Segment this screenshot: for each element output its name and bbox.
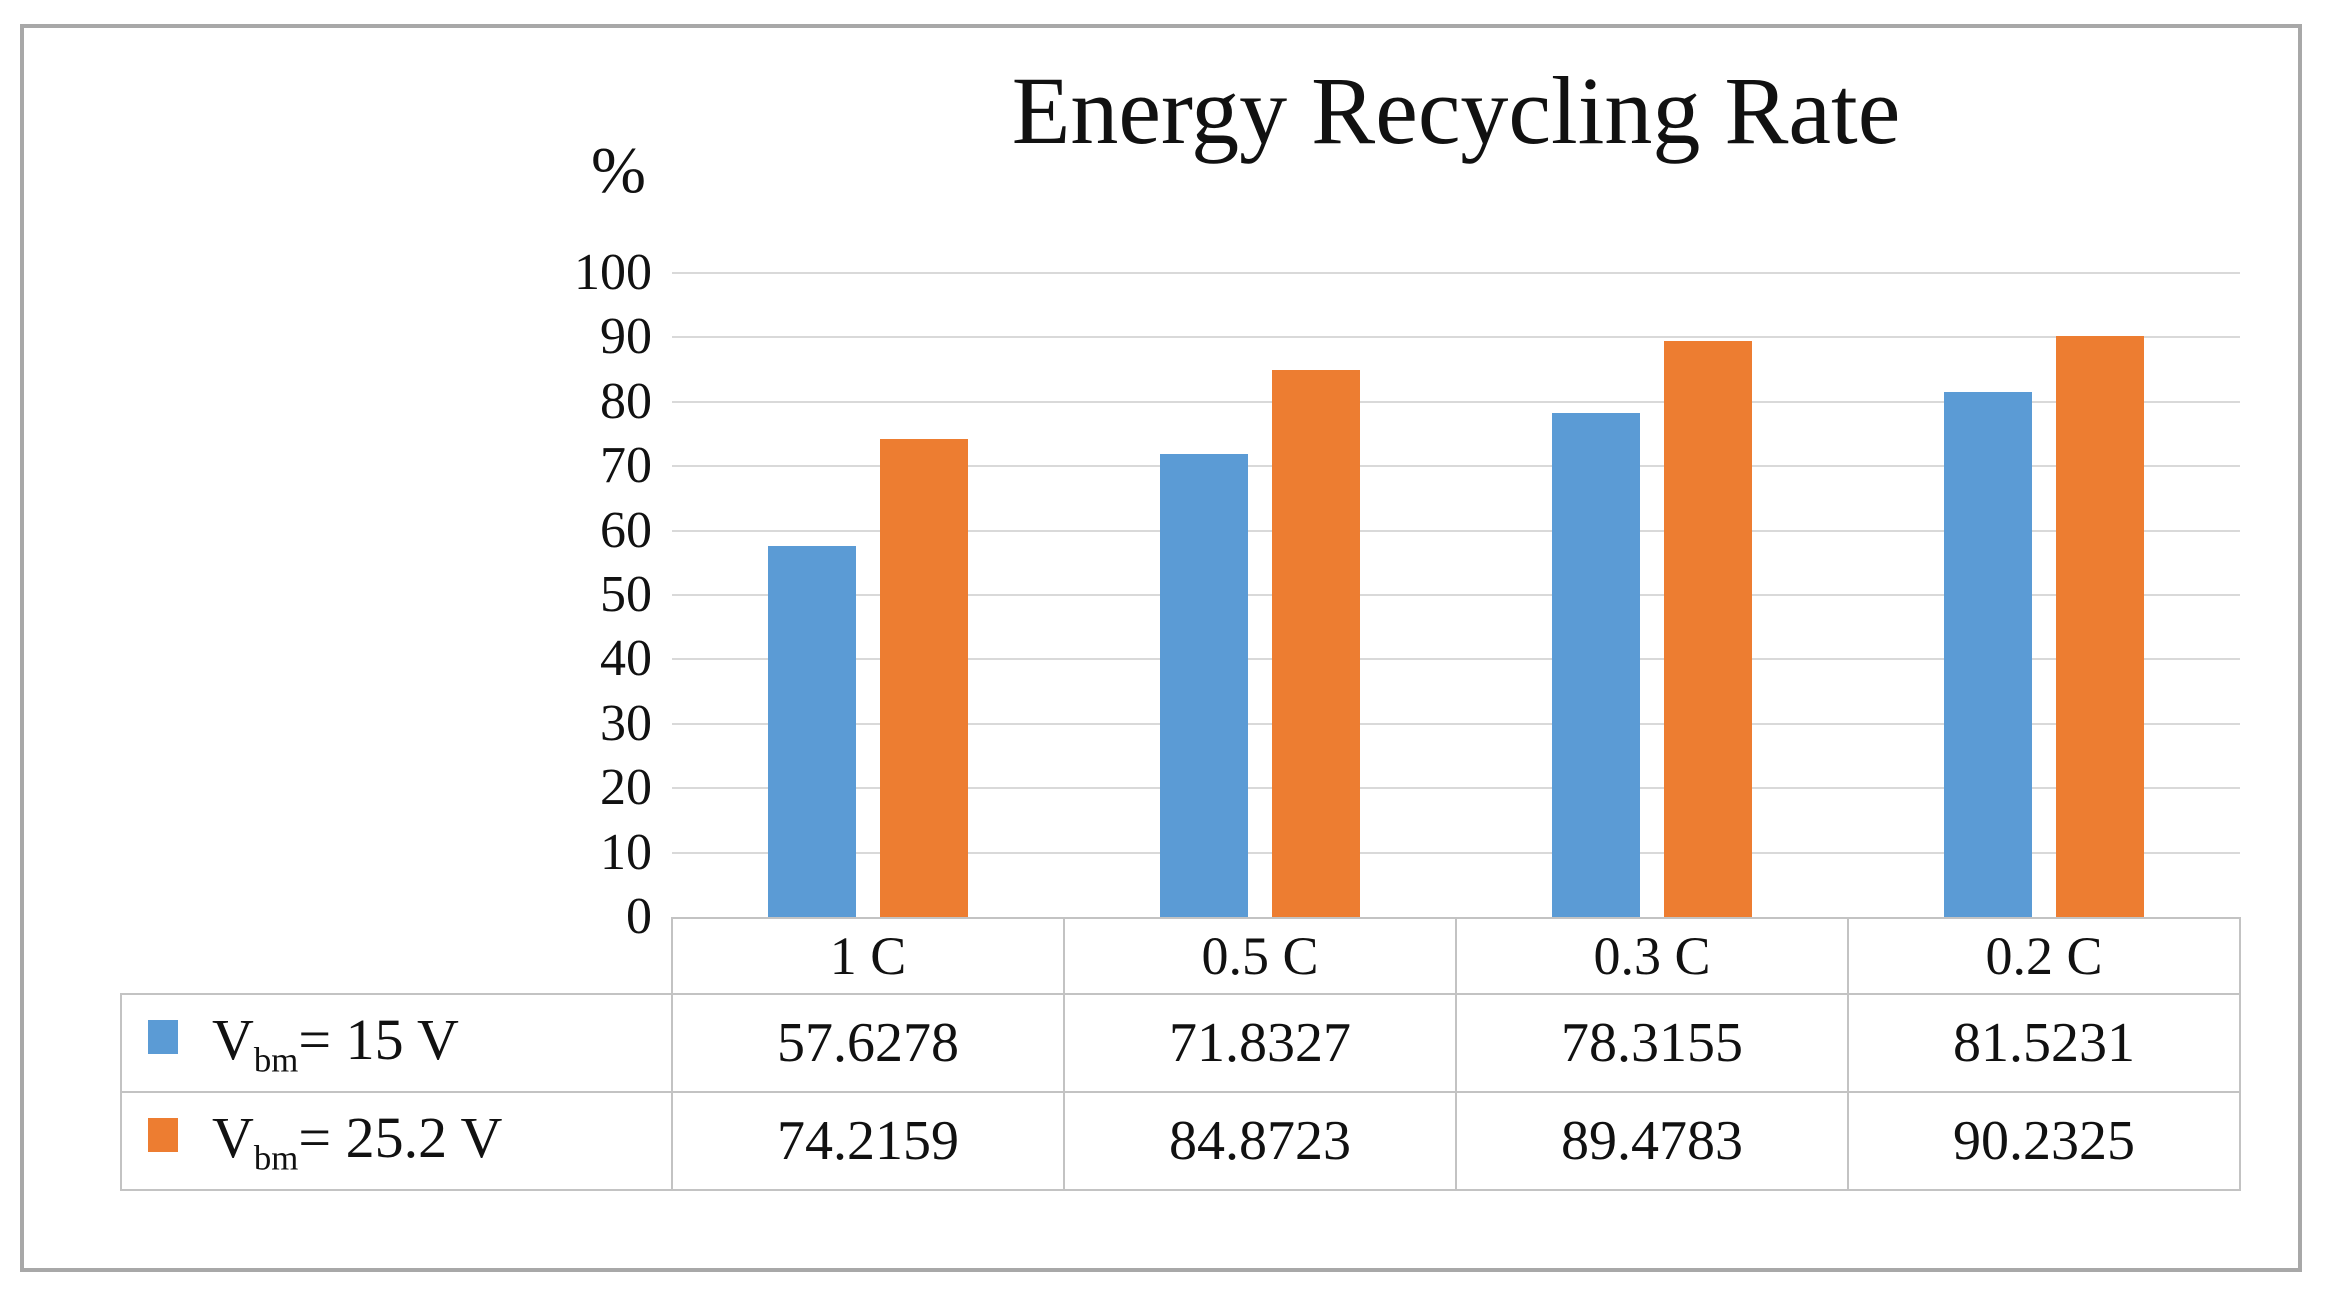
y-tick-label-90: 90 bbox=[600, 308, 652, 366]
legend-cell-1: Vbm= 15 V bbox=[120, 993, 673, 1093]
bar-series2-cat2 bbox=[1272, 370, 1360, 917]
table-header-row: 1 C 0.5 C 0.3 C 0.2 C bbox=[121, 917, 2241, 995]
legend-label-rest: = 25.2 V bbox=[298, 1104, 503, 1170]
bar-series2-cat3 bbox=[1664, 340, 1752, 917]
value-cell-s2-c1: 74.2159 bbox=[671, 1091, 1065, 1191]
value-cell-s2-c4: 90.2325 bbox=[1847, 1091, 2241, 1191]
gridline-90 bbox=[672, 336, 2240, 339]
legend-key-blue bbox=[148, 1020, 178, 1054]
gridline-50 bbox=[672, 594, 2240, 596]
y-tick-label-30: 30 bbox=[600, 694, 652, 752]
gridline-60 bbox=[672, 529, 2240, 532]
y-tick-label-50: 50 bbox=[600, 566, 652, 623]
y-tick-label-20: 20 bbox=[600, 759, 652, 817]
y-axis-unit-label: % bbox=[591, 134, 646, 207]
y-tick-label-80: 80 bbox=[600, 372, 652, 430]
table-series-row-1: Vbm= 15 V 57.6278 71.8327 78.3155 81.5231 bbox=[120, 993, 2241, 1093]
bar-series2-cat4 bbox=[2056, 335, 2144, 917]
y-tick-label-100: 100 bbox=[574, 244, 652, 301]
category-cell-1: 1 C bbox=[671, 917, 1065, 995]
category-cell-4: 0.2 C bbox=[1847, 917, 2241, 995]
table-series-row-2: Vbm= 25.2 V 74.2159 84.8723 89.4783 90.2325 bbox=[120, 1091, 2241, 1191]
legend-label-base: V bbox=[212, 1104, 254, 1170]
bar-series1-cat2 bbox=[1160, 454, 1248, 917]
bar-series1-cat1 bbox=[768, 545, 856, 917]
y-tick-label-70: 70 bbox=[600, 437, 652, 495]
value-cell-s1-c1: 57.6278 bbox=[671, 993, 1065, 1093]
y-tick-label-60: 60 bbox=[600, 501, 652, 559]
data-table-body: 1 C 0.5 C 0.3 C 0.2 C Vbm= 15 V 57.6278 71.832… bbox=[120, 917, 2241, 1191]
legend-label-sub: bm bbox=[253, 1138, 299, 1178]
gridline-40 bbox=[672, 658, 2240, 661]
legend-label-rest: = 15 V bbox=[298, 1006, 459, 1072]
legend-label-sub: bm bbox=[253, 1040, 299, 1080]
category-cell-2: 0.5 C bbox=[1063, 917, 1457, 995]
gridline-30 bbox=[672, 722, 2240, 725]
legend-cell-2: Vbm= 25.2 V bbox=[120, 1091, 673, 1191]
y-tick-label-40: 40 bbox=[600, 630, 652, 688]
y-tick-label-10: 10 bbox=[600, 823, 652, 881]
bar-series2-cat1 bbox=[880, 439, 968, 917]
plot-area bbox=[672, 272, 2240, 917]
gridline-70 bbox=[672, 465, 2240, 468]
gridline-80 bbox=[672, 400, 2240, 403]
category-cell-3: 0.3 C bbox=[1455, 917, 1849, 995]
legend-key-orange bbox=[148, 1118, 178, 1152]
y-tick-label-0: 0 bbox=[626, 888, 652, 945]
figure-border bbox=[20, 24, 2302, 1272]
gridline-10 bbox=[672, 851, 2240, 854]
legend-label-2: Vbm= 25.2 V bbox=[212, 1104, 503, 1178]
legend-label-base: V bbox=[212, 1006, 254, 1072]
bar-series1-cat3 bbox=[1552, 412, 1640, 917]
bar-series1-cat4 bbox=[1944, 392, 2032, 917]
legend-label-1: Vbm= 15 V bbox=[212, 1006, 459, 1080]
chart-title: Energy Recycling Rate bbox=[1011, 57, 1901, 164]
table-corner-blank bbox=[121, 918, 673, 995]
value-cell-s1-c3: 78.3155 bbox=[1455, 993, 1849, 1093]
value-cell-s1-c2: 71.8327 bbox=[1063, 993, 1457, 1093]
value-cell-s2-c3: 89.4783 bbox=[1455, 1091, 1849, 1191]
gridline-20 bbox=[672, 787, 2240, 790]
value-cell-s2-c2: 84.8723 bbox=[1063, 1091, 1457, 1191]
gridline-100 bbox=[672, 272, 2240, 274]
value-cell-s1-c4: 81.5231 bbox=[1847, 993, 2241, 1093]
data-table: 1 C 0.5 C 0.3 C 0.2 C Vbm= 15 V 57.6278 71.832… bbox=[120, 917, 2241, 1191]
